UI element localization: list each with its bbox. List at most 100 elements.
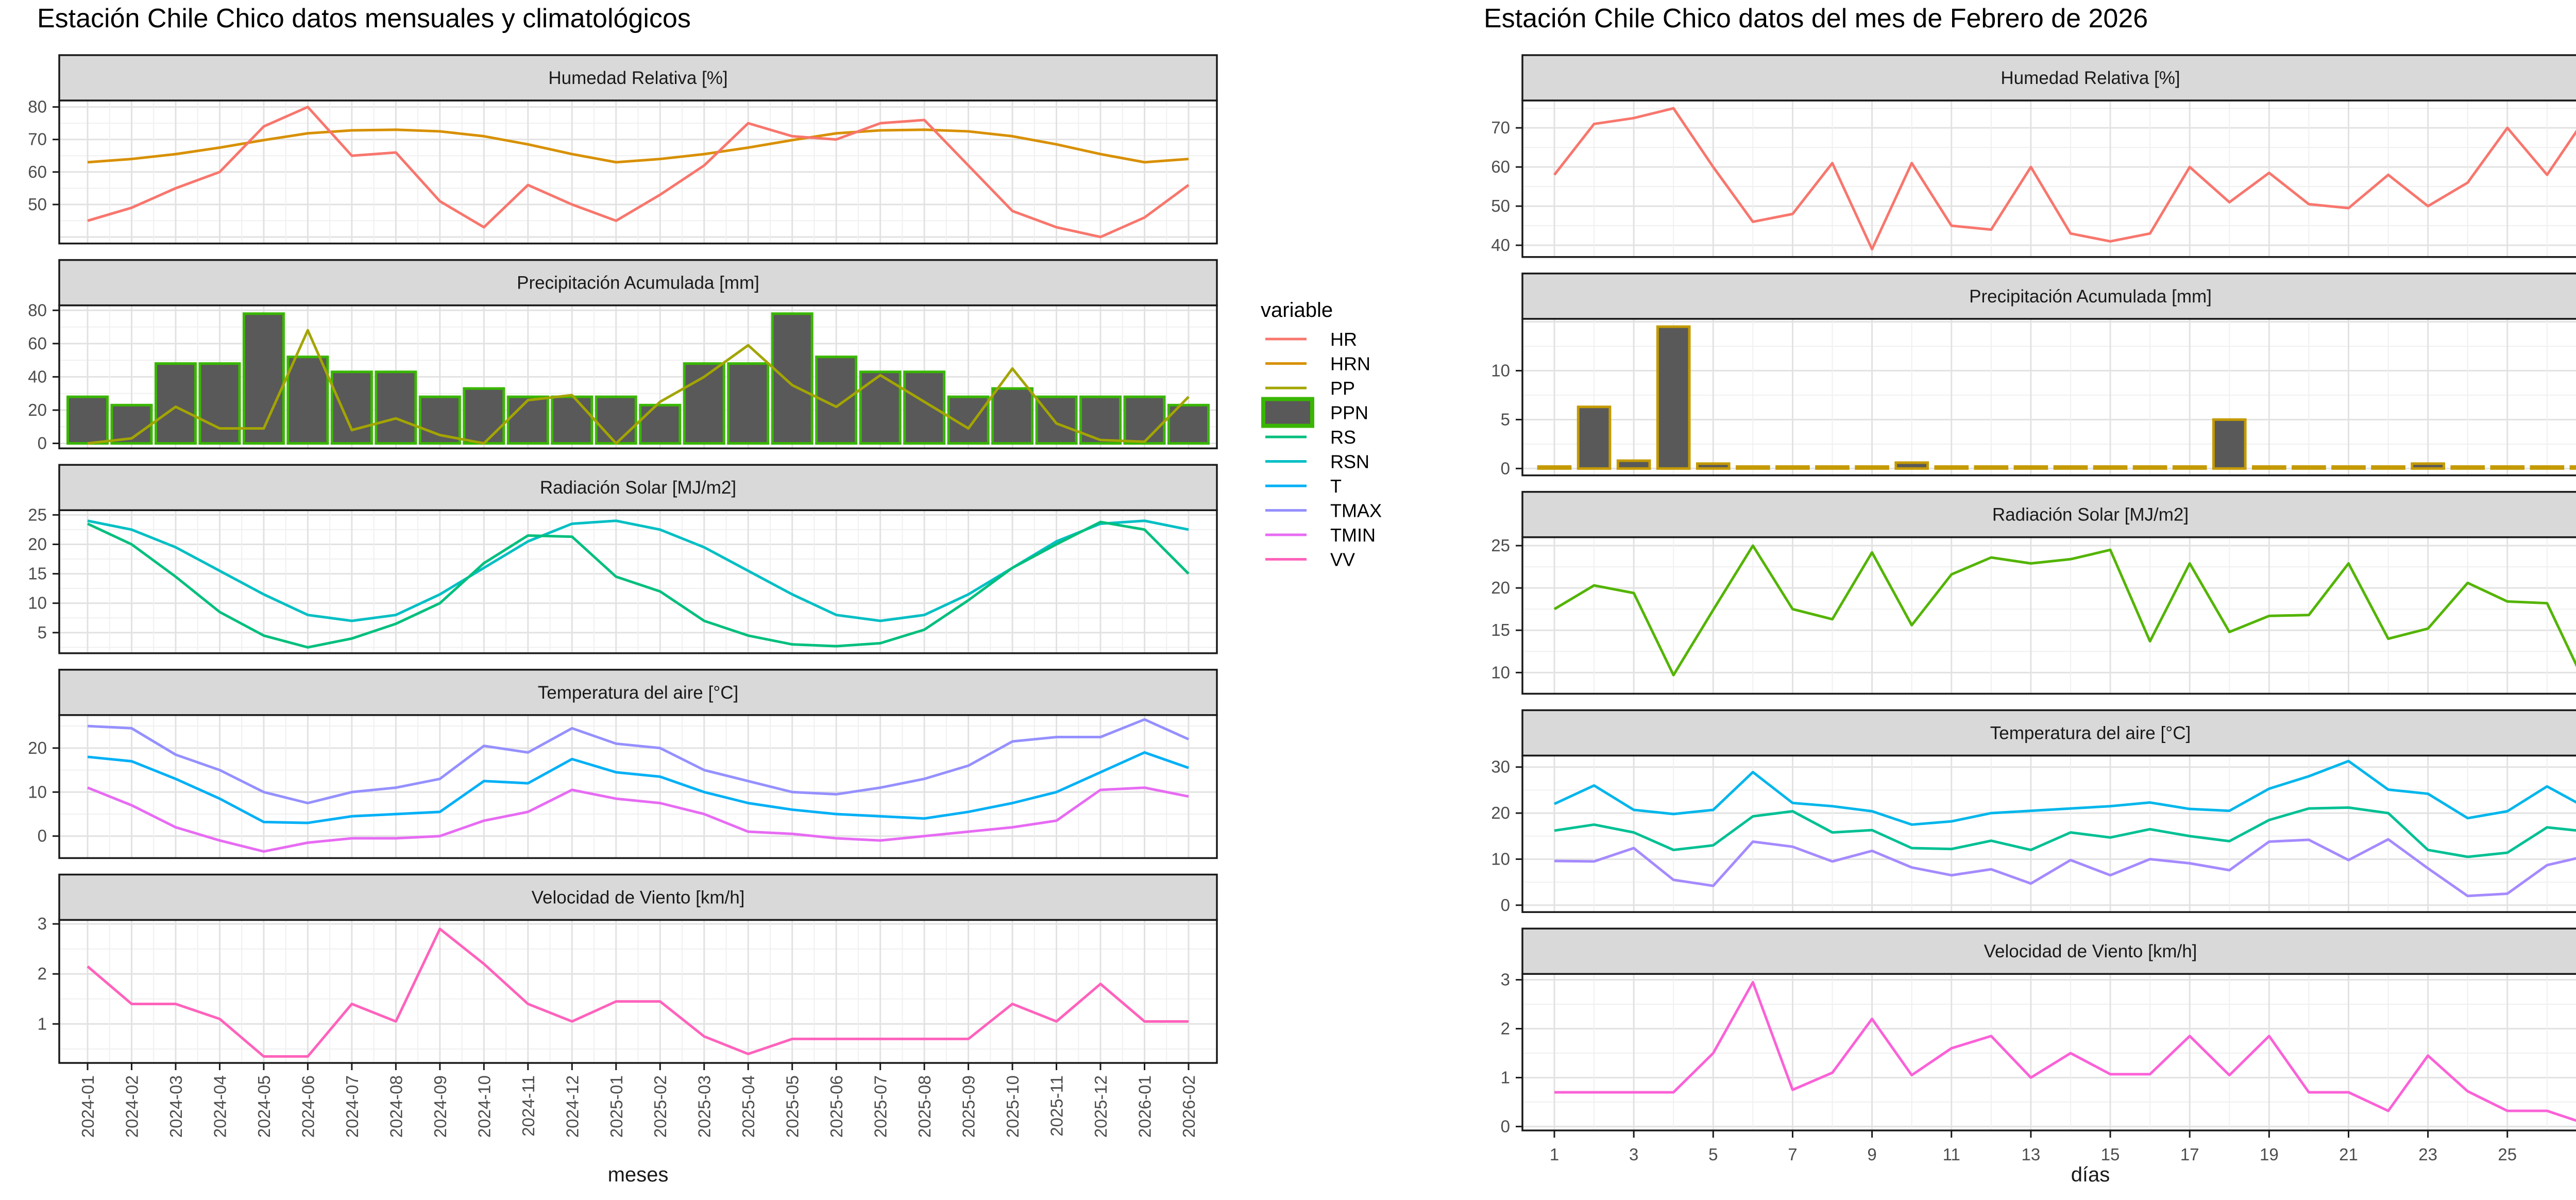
legend-entry-label: PPN [1330,402,1368,424]
y-tick-label: 50 [1491,196,1510,215]
bar-PPN [551,395,594,445]
series-line-HRN [87,128,1189,164]
legend-entry-RS: RS [1265,427,1356,448]
x-tick-label: 23 [2418,1145,2437,1164]
y-tick-label: 2 [1501,1019,1510,1038]
x-tick-label: 1 [1550,1145,1559,1164]
panel-viento: Velocidad de Viento [km/h] 1 2 3 2024-01 2024… [38,873,1218,1138]
bar-PPN [727,362,770,445]
legend-entry-label: VV [1330,549,1355,570]
facet-strip-label: Temperatura del aire [°C] [1990,723,2191,743]
y-tick-label: 5 [1501,410,1510,429]
facet-strip-label: Radiación Solar [MJ/m2] [540,478,736,498]
y-tick-label: 1 [38,1014,47,1033]
bar-PP [1775,465,1810,470]
y-tick-label: 25 [1491,536,1510,555]
panel-background [1522,318,2576,476]
bar-PPN [771,312,814,445]
y-tick-label: 10 [1491,849,1510,868]
y-tick-label: 3 [38,914,47,933]
y-tick-label: 10 [28,782,47,801]
bar-PPN [991,387,1034,445]
figure-daily: Estación Chile Chico datos del mes de Fe… [1412,0,2576,1200]
legend-swatch-box [1261,397,1314,428]
bar-PP [2371,465,2405,470]
panel-background [1522,537,2576,694]
legend-entry-label: PP [1330,378,1355,399]
y-tick-label: 0 [38,826,47,846]
bar-PPN [506,395,549,445]
x-axis-title: días [2071,1163,2110,1186]
series-line-RS [87,520,1190,649]
x-tick-label: 2024-12 [563,1075,582,1138]
legend-entry-label: TMIN [1330,525,1376,546]
legend-entry-label: T [1330,476,1342,497]
facet-strip [1521,709,2576,757]
x-tick-label: 2026-02 [1179,1075,1198,1138]
legend-entry-HR: HR [1265,329,1357,350]
x-tick-label: 11 [1943,1145,1960,1164]
bar-PP [1656,325,1691,470]
y-tick-label: 0 [1501,459,1510,478]
series-line-VV [1554,981,2576,1122]
bar-PP [1616,459,1651,470]
x-tick-label: 7 [1788,1145,1797,1164]
x-tick-label: 13 [2022,1145,2041,1164]
x-tick-label: 2025-12 [1091,1075,1110,1138]
bar-PP [2172,465,2207,470]
x-tick-label: 17 [2180,1145,2199,1164]
bar-PP [2490,465,2525,470]
facet-strip [58,464,1218,511]
x-tick-label: 2024-01 [78,1075,97,1138]
facet-strip [1521,273,2576,320]
legend-entry-label: HRN [1330,353,1370,375]
bar-PPN [375,370,417,445]
x-tick-label: 2025-03 [695,1075,714,1138]
bar-PP [2093,465,2128,470]
panel-background [1522,974,2576,1130]
x-axis-title: meses [607,1163,669,1186]
x-tick-label: 9 [1867,1145,1876,1164]
legend-entry-VV: VV [1265,549,1355,570]
panel-precipitacion: Precipitación Acumulada [mm] 0 5 10 [1491,273,2576,478]
y-tick-label: 80 [28,97,47,116]
bar-PPN [463,387,505,445]
bar-PP [2411,462,2445,470]
series-line-HR [1553,107,2576,251]
bar-PP [1815,465,1850,470]
bar-PP [2331,465,2366,470]
facet-strip-label: Velocidad de Viento [km/h] [1984,941,2197,961]
bar-PPN [330,370,373,445]
x-tick-label: 2024-09 [431,1075,450,1138]
y-tick-label: 3 [1501,970,1510,989]
y-tick-label: 1 [1501,1068,1510,1087]
legend-entry-label: TMAX [1330,500,1382,521]
facet-strip [1521,927,2576,975]
facet-strip [58,259,1218,307]
series-line-RS [1553,544,2576,677]
facet-strip-label: Precipitación Acumulada [mm] [1969,286,2212,307]
legend-title: variable [1261,299,1333,322]
panel-temperatura: Temperatura del aire [°C] 0 10 20 30 [1491,709,2576,915]
figure-monthly-svg: Humedad Relativa [%]50607080Precipitació… [28,54,1382,1138]
y-tick-label: 15 [28,564,47,583]
series-line-T [1554,806,2576,858]
bar-PPN [639,403,682,445]
bar-PP [2252,465,2286,470]
bar-PP [1894,461,1929,470]
y-tick-label: 60 [28,334,47,353]
y-tick-label: 0 [38,434,47,453]
bar-PPN [1079,395,1122,445]
bar-PP [2450,465,2485,470]
facet-strip [58,669,1218,716]
bar-PPN [1123,395,1166,445]
bar-PP [1577,405,1612,470]
panel-precipitacion: Precipitación Acumulada [mm] 0 20 40 60 80 [28,259,1218,453]
x-tick-label: 2024-05 [255,1075,274,1138]
bar-PP [2292,465,2326,470]
panel-humedad: Humedad Relativa [%] 40 50 60 70 [1491,54,2576,258]
series-line-TMIN [1554,838,2576,898]
bar-PPN [286,356,329,445]
y-tick-label: 20 [28,534,47,553]
